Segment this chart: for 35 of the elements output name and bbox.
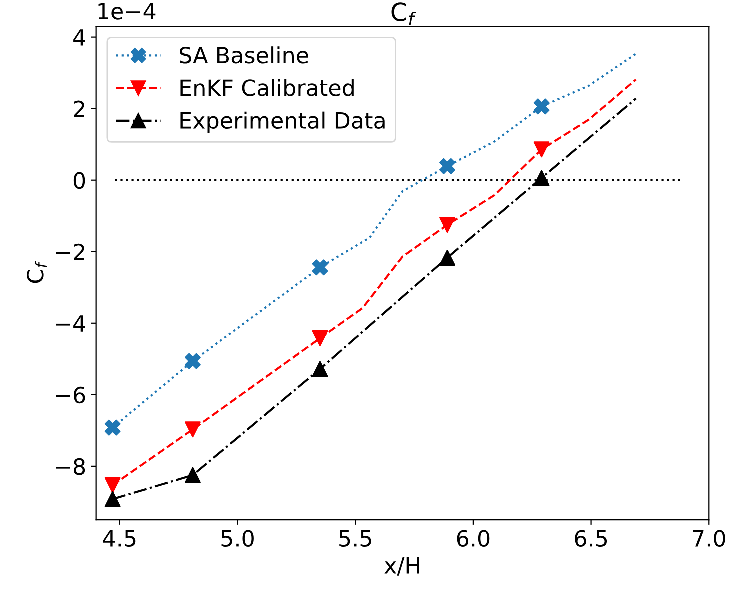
point <box>440 217 456 234</box>
text: 1e−4 <box>98 3 156 20</box>
legend-label: SA Baseline <box>180 46 308 64</box>
y-tick-label: 2 <box>74 100 84 118</box>
point <box>534 170 550 186</box>
point <box>534 142 550 158</box>
point <box>312 361 328 378</box>
x-tick-label: 6.0 <box>457 530 490 548</box>
point <box>440 158 456 174</box>
chart-title: C$_{f}$ <box>392 2 416 26</box>
point <box>104 420 121 436</box>
y-tick-label: −8 <box>56 458 86 476</box>
point <box>104 477 121 494</box>
point <box>440 250 456 266</box>
legend-label: EnKF Calibrated <box>180 79 354 96</box>
x-tick-label: 5.5 <box>340 530 372 548</box>
point <box>312 260 328 276</box>
y-tick-label: −6 <box>56 386 86 404</box>
y-tick-label: −2 <box>56 244 84 260</box>
y-tick-label: −4 <box>56 316 86 332</box>
x-tick-label: 5.0 <box>222 530 254 548</box>
x-tick-label: 4.5 <box>103 530 136 548</box>
y-tick-label: 0 <box>74 172 86 190</box>
y-tick-label: 4 <box>74 30 86 46</box>
legend-label: Experimental Data <box>180 112 385 134</box>
point <box>104 491 121 508</box>
x-tick-label: 6.5 <box>575 530 608 548</box>
point <box>184 467 201 484</box>
point <box>184 422 201 438</box>
x-axis-title: x/H <box>384 558 420 576</box>
x-tick-label: 7.0 <box>693 530 726 548</box>
y-axis-title: C$_{f}$ <box>27 261 48 284</box>
point <box>312 330 328 346</box>
point <box>534 98 550 115</box>
point <box>184 353 201 370</box>
